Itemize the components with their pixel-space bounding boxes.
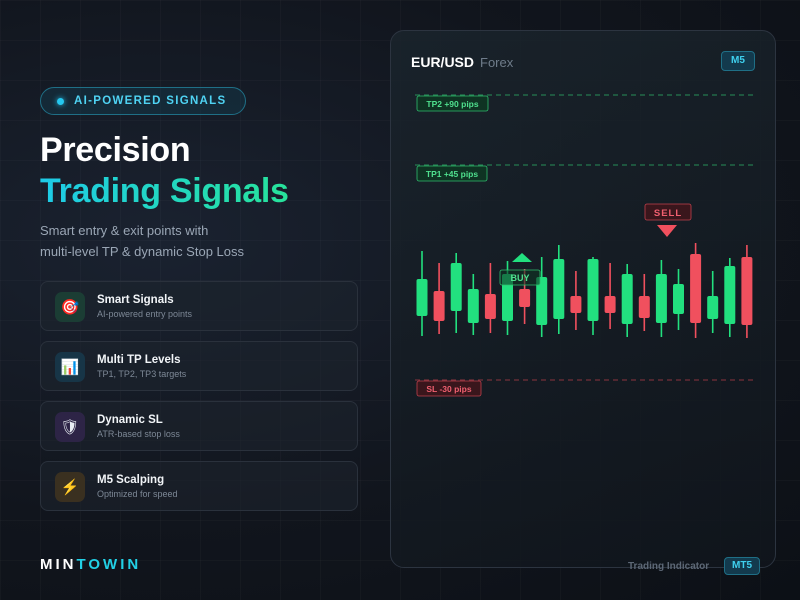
bullish-candle — [724, 266, 736, 324]
bearish-candle — [519, 289, 531, 307]
lightning-icon: ⚡ — [55, 472, 85, 502]
market-type: Forex — [480, 55, 514, 70]
bullish-candle — [621, 274, 633, 324]
subtitle: Smart entry & exit points with multi-lev… — [40, 220, 340, 262]
feature-desc: ATR-based stop loss — [97, 429, 180, 439]
headline-primary: Precision — [40, 131, 191, 169]
brand-part-2: TOWIN — [76, 556, 142, 573]
bearish-candle — [484, 294, 496, 319]
bullish-candle — [553, 259, 565, 319]
bullish-candle — [655, 274, 667, 323]
bearish-candle — [638, 296, 650, 318]
subtitle-line-1: Smart entry & exit points with — [40, 223, 209, 238]
bearish-candle — [741, 257, 753, 325]
tp2-badge — [416, 95, 489, 112]
feature-desc: AI-powered entry points — [97, 309, 193, 319]
sell-label: SELL — [654, 208, 682, 219]
sell-badge — [644, 203, 692, 221]
sell-arrow-icon — [657, 225, 677, 237]
bullish-candle — [502, 274, 513, 321]
shield-icon: 🛡 — [55, 412, 85, 442]
platform-badge: MT5 — [724, 557, 760, 575]
feature-card-dynamic-sl: 🛡 Dynamic SL ATR-based stop loss — [40, 401, 358, 451]
bearish-candle — [570, 296, 582, 313]
bullish-candle — [416, 279, 428, 316]
tp2-label: TP2 +90 pips — [426, 99, 478, 109]
footer-label: Trading Indicator — [628, 561, 710, 572]
buy-arrow-icon — [512, 253, 532, 262]
currency-pair: EUR/USD — [411, 54, 475, 70]
brand-logo: MINTOWIN — [40, 556, 141, 573]
bearish-candle — [690, 254, 702, 323]
feature-desc: Optimized for speed — [97, 489, 178, 499]
badge-label: AI-POWERED SIGNALS — [74, 95, 227, 107]
sl-badge — [416, 380, 482, 397]
bullish-candle — [587, 259, 599, 321]
subtitle-line-2: multi-level TP & dynamic Stop Loss — [40, 244, 244, 259]
headline-gradient: Trading Signals — [40, 172, 289, 210]
bullish-candle — [673, 284, 684, 314]
bearish-candle — [433, 291, 445, 321]
status-dot-icon — [57, 97, 64, 105]
feature-desc: TP1, TP2, TP3 targets — [97, 369, 187, 379]
feature-title: Multi TP Levels — [97, 354, 181, 366]
buy-label: BUY — [510, 273, 529, 283]
sl-label: SL -30 pips — [426, 384, 471, 394]
feature-card-smart-signals: 🎯 Smart Signals AI-powered entry points — [40, 281, 358, 331]
brand-part-1: MIN — [40, 556, 77, 573]
bullish-candle — [467, 289, 479, 323]
feature-card-multi-tp: 📊 Multi TP Levels TP1, TP2, TP3 targets — [40, 341, 358, 391]
bearish-candle — [604, 296, 616, 313]
ai-badge: AI-POWERED SIGNALS — [40, 87, 246, 115]
candles-group — [416, 243, 753, 338]
target-icon: 🎯 — [55, 292, 85, 322]
feature-title: Smart Signals — [97, 294, 174, 306]
tp1-label: TP1 +45 pips — [426, 169, 478, 179]
candlestick-chart: TP2 +90 pips TP1 +45 pips SL -30 pips BU… — [415, 94, 755, 397]
bullish-candle — [536, 277, 548, 325]
timeframe-badge: M5 — [721, 51, 755, 71]
bar-chart-icon: 📊 — [55, 352, 85, 382]
feature-title: Dynamic SL — [97, 414, 163, 426]
tp1-badge — [416, 165, 488, 182]
bullish-candle — [707, 296, 719, 319]
feature-card-m5-scalping: ⚡ M5 Scalping Optimized for speed — [40, 461, 358, 511]
bullish-candle — [450, 263, 462, 311]
feature-title: M5 Scalping — [97, 474, 165, 486]
buy-badge — [499, 269, 541, 286]
